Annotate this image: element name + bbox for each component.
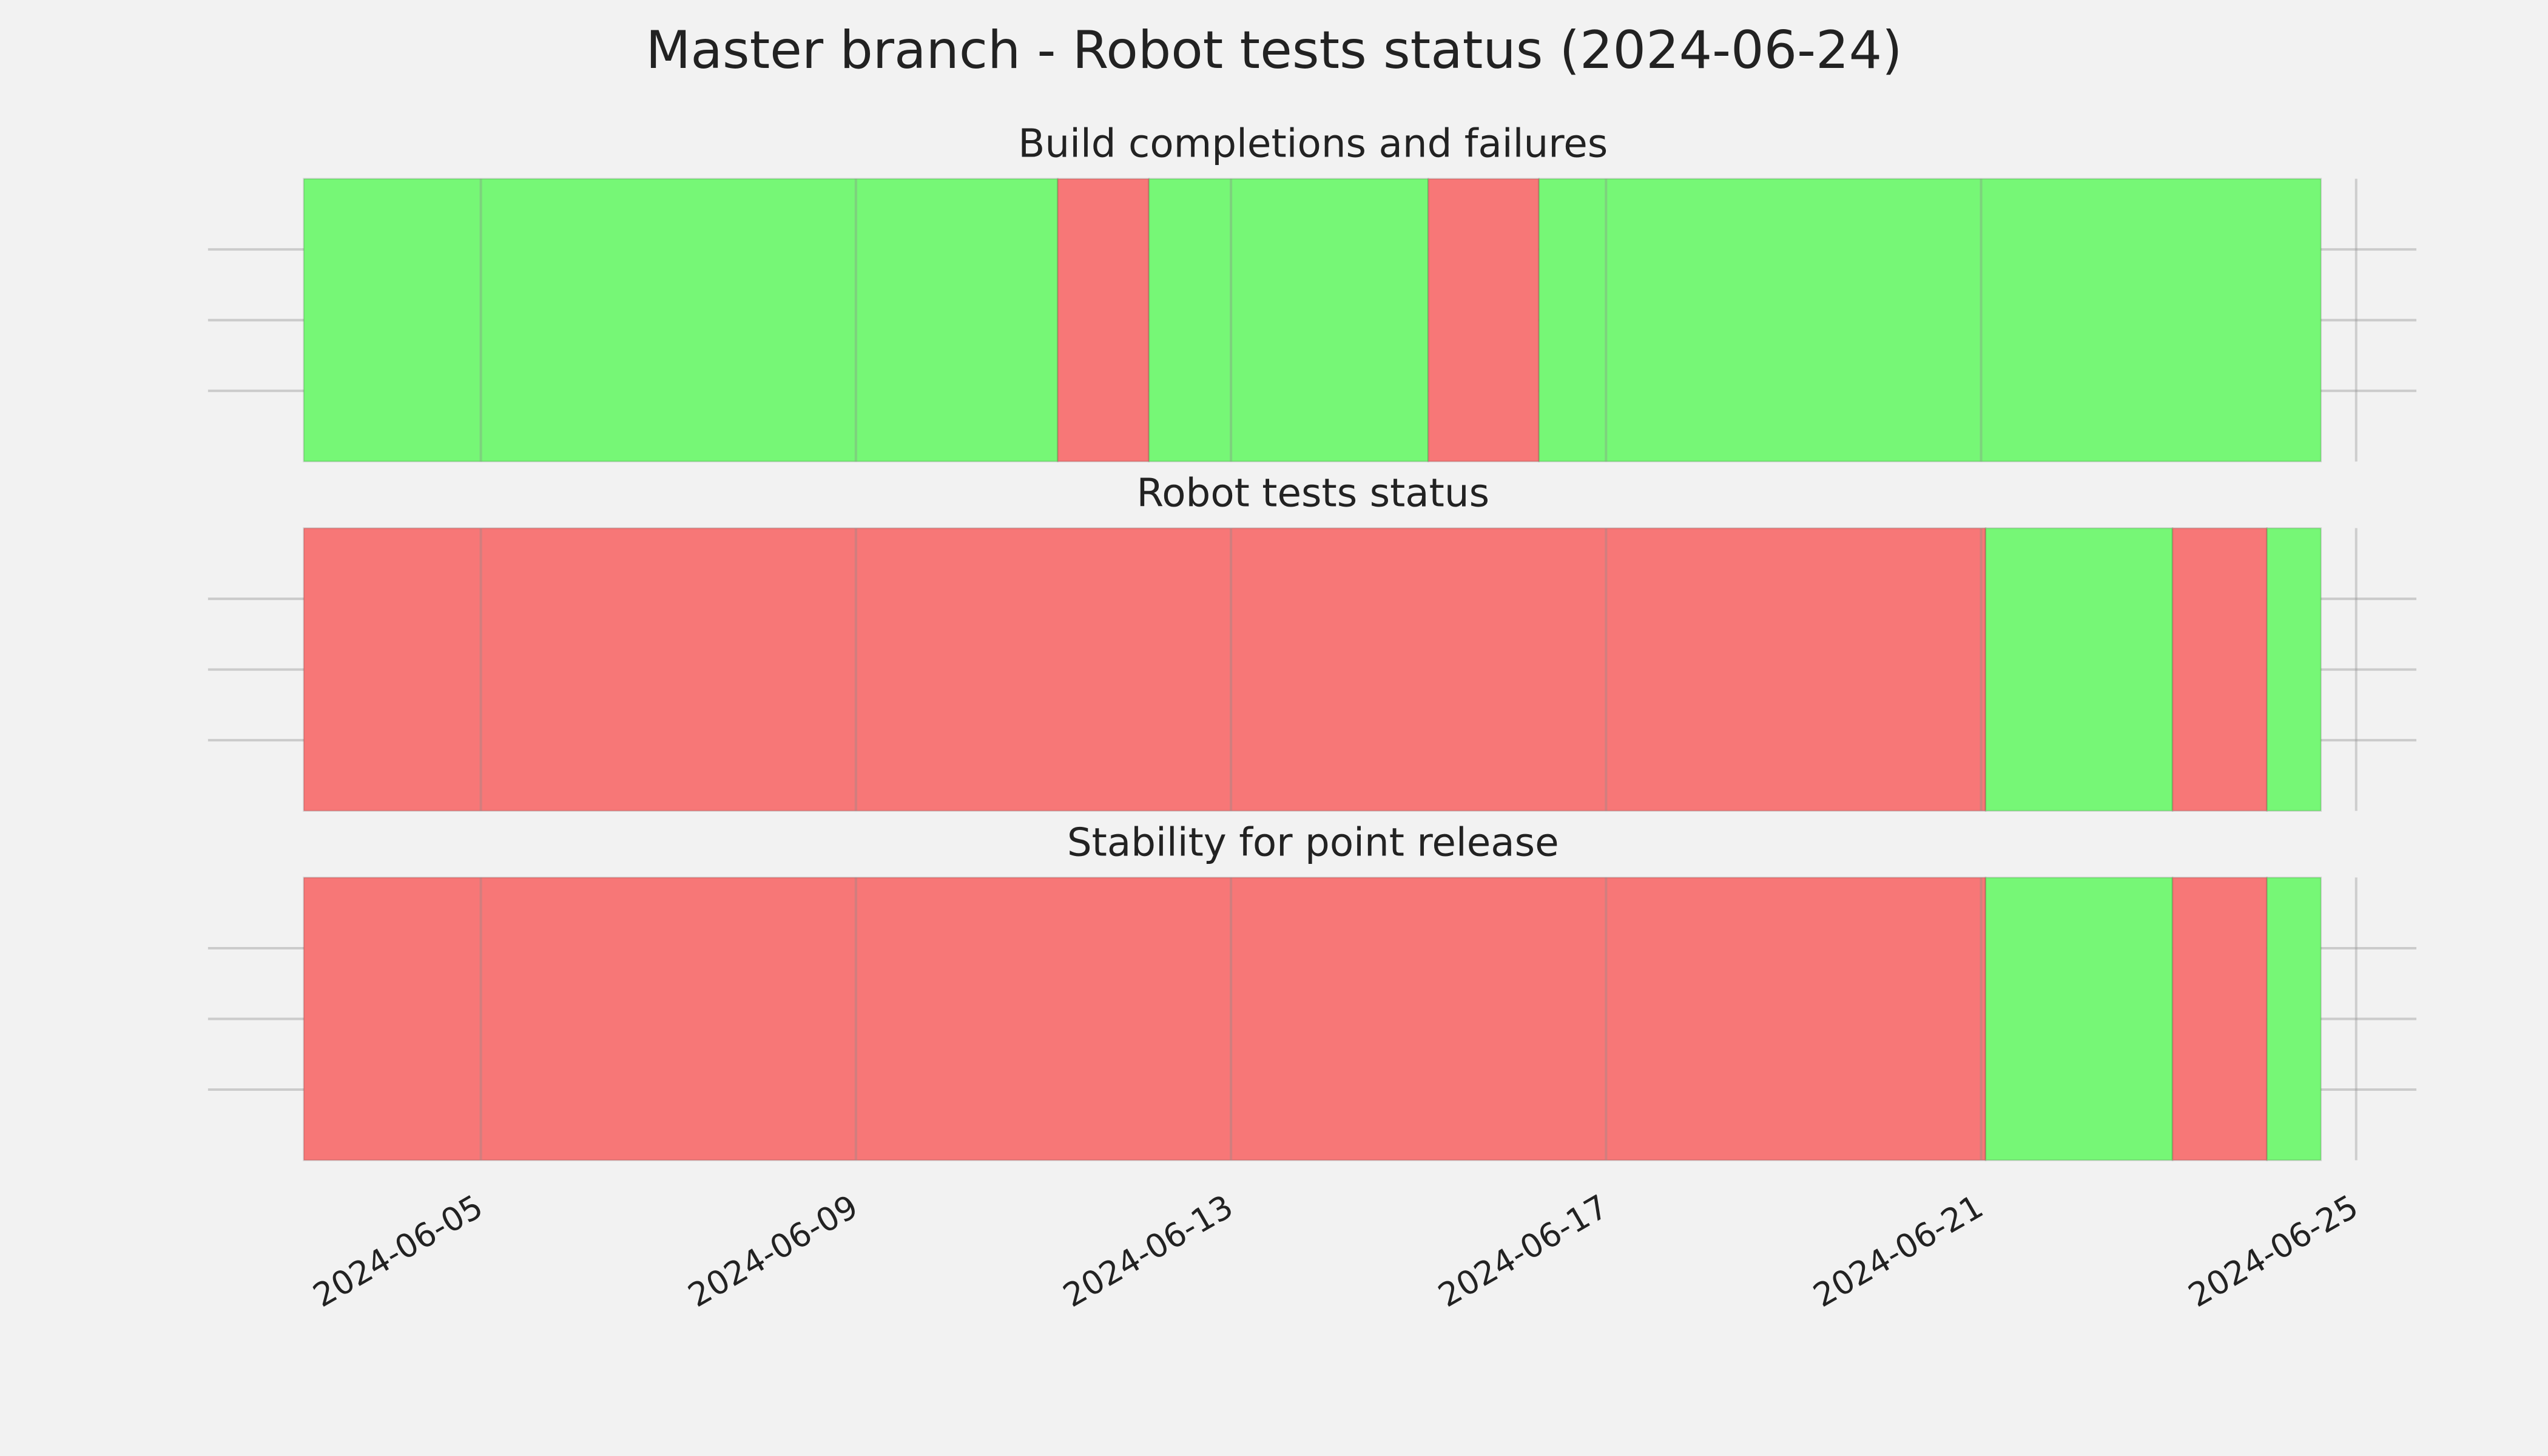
status-segment — [303, 877, 1987, 1161]
status-segment — [1057, 178, 1150, 463]
panel-title: Build completions and failures — [1018, 121, 1608, 167]
status-segment — [1148, 178, 1429, 463]
chart-title: Master branch - Robot tests status (2024… — [645, 20, 1902, 81]
status-segment — [303, 527, 1987, 812]
status-segment — [2266, 527, 2322, 812]
panel-title: Stability for point release — [1067, 820, 1559, 865]
status-segment — [2266, 877, 2322, 1161]
status-segment — [1984, 877, 2174, 1161]
status-segment — [1427, 178, 1540, 463]
panel-title: Robot tests status — [1136, 471, 1489, 516]
status-segment — [1538, 178, 2322, 463]
status-segment — [303, 178, 1059, 463]
status-segment — [2171, 877, 2268, 1161]
status-segment — [1984, 527, 2174, 812]
status-segment — [2171, 527, 2268, 812]
